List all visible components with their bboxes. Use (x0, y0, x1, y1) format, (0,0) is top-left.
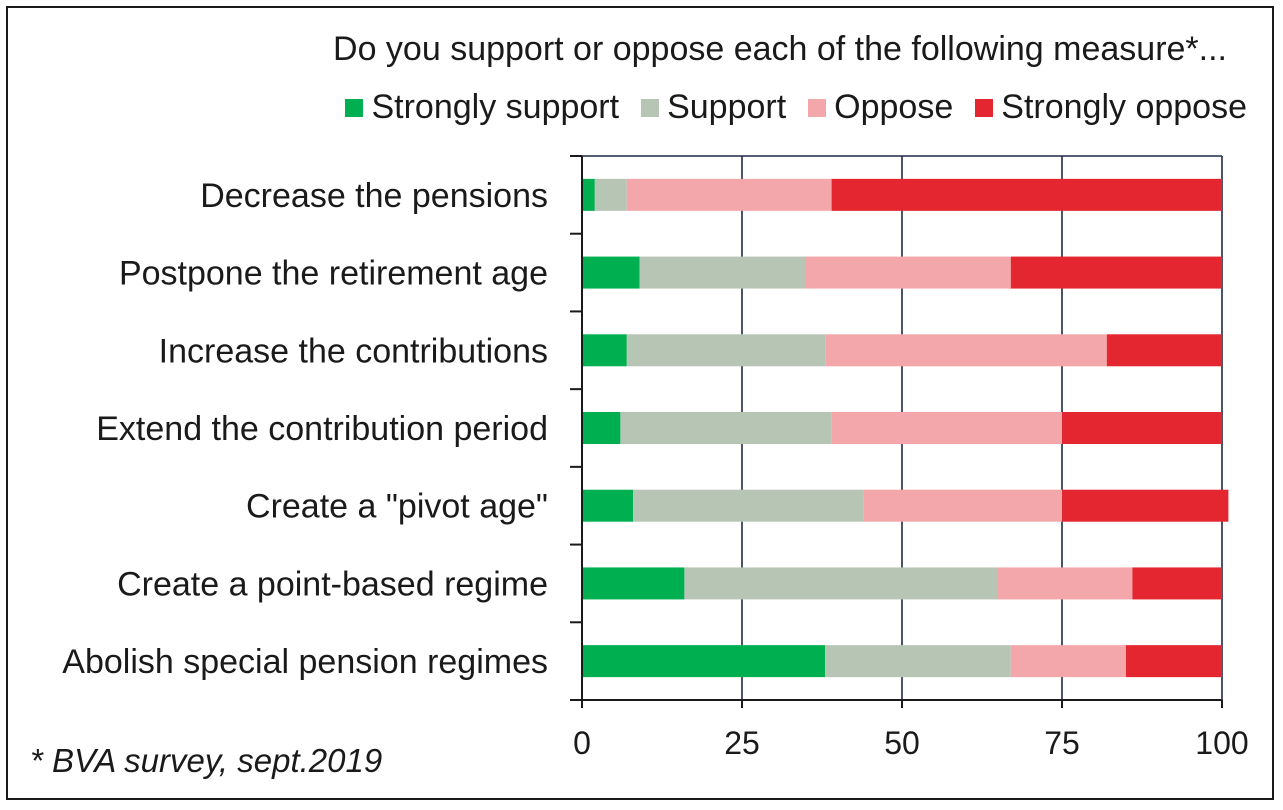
bar-decrease-the-pensions-support (594, 178, 627, 211)
legend-label-oppose: Oppose (834, 88, 954, 126)
bar-postpone-the-retirement-age-strongly-oppose (1010, 256, 1222, 289)
bar-extend-the-contribution-period-oppose (831, 412, 1062, 444)
category-label-increase-the-contributions: Increase the contributions (159, 332, 548, 370)
x-tick-label-25: 25 (724, 725, 760, 761)
bar-increase-the-contributions-strongly-support (582, 334, 627, 367)
x-tick-label-0: 0 (573, 725, 591, 761)
bar-create-a-pivot-age-strongly-support (582, 489, 634, 522)
legend-label-strongly-support: Strongly support (371, 88, 620, 126)
chart-title: Do you support or oppose each of the fol… (333, 30, 1227, 68)
x-tick-label-75: 75 (1044, 725, 1080, 761)
legend-item-oppose: Oppose (808, 88, 953, 127)
bar-create-a-point-based-regime-support (684, 567, 998, 600)
bar-abolish-special-pension-regimes-strongly-support (582, 645, 826, 678)
bar-create-a-pivot-age-support (633, 489, 864, 522)
category-label-create-a-pivot-age: Create a "pivot age" (246, 488, 548, 526)
category-label-postpone-the-retirement-age: Postpone the retirement age (119, 255, 548, 293)
bar-extend-the-contribution-period-strongly-oppose (1062, 412, 1222, 444)
category-label-create-a-point-based-regime: Create a point-based regime (117, 565, 548, 603)
bar-postpone-the-retirement-age-support (639, 256, 806, 289)
category-label-abolish-special-pension-regimes: Abolish special pension regimes (62, 643, 548, 681)
bar-increase-the-contributions-strongly-oppose (1106, 334, 1222, 367)
bar-increase-the-contributions-oppose (825, 334, 1107, 367)
category-label-decrease-the-pensions: Decrease the pensions (200, 177, 548, 215)
x-tick-label-50: 50 (884, 725, 920, 761)
bar-decrease-the-pensions-strongly-support (582, 178, 595, 211)
bar-create-a-point-based-regime-oppose (998, 567, 1133, 600)
bar-extend-the-contribution-period-support (620, 412, 832, 444)
bar-create-a-pivot-age-oppose (863, 489, 1062, 522)
bar-decrease-the-pensions-strongly-oppose (831, 178, 1222, 211)
bar-abolish-special-pension-regimes-support (825, 645, 1011, 678)
bar-create-a-point-based-regime-strongly-support (582, 567, 685, 600)
chart-legend: Strongly support Support Oppose Strongly… (345, 88, 1247, 127)
legend-swatch-strongly-support (345, 98, 364, 117)
bar-create-a-pivot-age-strongly-oppose (1062, 489, 1229, 522)
legend-item-strongly-oppose: Strongly oppose (975, 88, 1247, 127)
bar-increase-the-contributions-support (626, 334, 826, 367)
bar-decrease-the-pensions-oppose (626, 178, 832, 211)
source-footnote: * BVA survey, sept.2019 (30, 742, 383, 779)
legend-item-strongly-support: Strongly support (345, 88, 619, 127)
legend-label-support: Support (667, 88, 787, 126)
bar-postpone-the-retirement-age-strongly-support (582, 256, 640, 289)
bar-abolish-special-pension-regimes-oppose (1010, 645, 1126, 678)
legend-label-strongly-oppose: Strongly oppose (1001, 88, 1247, 126)
bar-create-a-point-based-regime-strongly-oppose (1132, 567, 1222, 600)
legend-swatch-strongly-oppose (975, 98, 994, 117)
category-label-extend-the-contribution-period: Extend the contribution period (96, 410, 548, 448)
legend-swatch-support (641, 98, 660, 117)
bar-extend-the-contribution-period-strongly-support (582, 412, 621, 444)
legend-swatch-oppose (808, 98, 827, 117)
legend-item-support: Support (641, 88, 786, 127)
bar-abolish-special-pension-regimes-strongly-oppose (1126, 645, 1222, 678)
bar-postpone-the-retirement-age-oppose (806, 256, 1011, 289)
x-tick-label-100: 100 (1195, 725, 1248, 761)
